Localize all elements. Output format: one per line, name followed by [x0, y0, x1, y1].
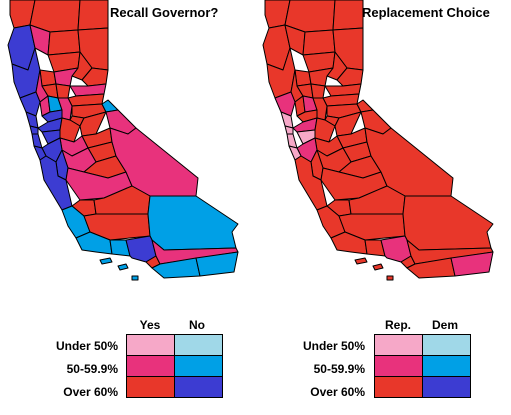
- island: [386, 275, 394, 281]
- swatch-yes-under50: [126, 334, 175, 356]
- swatch-rep-under50: [374, 334, 423, 356]
- county-san-mateo: [31, 133, 43, 149]
- legend-col-yes: Yes: [139, 318, 161, 332]
- county-los-angeles: [380, 235, 412, 263]
- county-modoc: [77, 0, 109, 31]
- legend-row-under50: Under 50%: [55, 339, 118, 353]
- replacement-map-title: Replacement Choice: [362, 5, 490, 20]
- county-san-bernardino: [402, 195, 494, 251]
- county-plumas: [71, 51, 93, 81]
- swatch-no-50-60: [174, 355, 223, 377]
- swatch-rep-over60: [374, 376, 423, 398]
- swatch-dem-over60: [422, 376, 471, 398]
- recall-map-title: Recall Governor?: [110, 5, 219, 20]
- legend-row-50-60: 50-59.9%: [66, 362, 118, 376]
- county-san-mateo: [286, 133, 298, 149]
- swatch-yes-over60: [126, 376, 175, 398]
- county-nevada: [324, 83, 362, 97]
- island: [372, 263, 384, 271]
- legend-col-no: No: [189, 318, 205, 332]
- county-shasta: [47, 29, 81, 56]
- recall-map: [7, 0, 239, 281]
- county-plumas: [326, 51, 348, 81]
- county-sf: [284, 125, 294, 135]
- island: [131, 275, 139, 281]
- county-modoc: [332, 0, 364, 31]
- county-sonoma: [19, 91, 41, 117]
- swatch-no-under50: [174, 334, 223, 356]
- county-butte: [308, 67, 334, 87]
- county-sf: [29, 125, 39, 135]
- swatch-no-over60: [174, 376, 223, 398]
- island: [354, 257, 368, 265]
- swatch-dem-50-60: [422, 355, 471, 377]
- county-imperial: [195, 251, 239, 277]
- legend-row-over60: Over 60%: [63, 385, 118, 399]
- swatch-yes-50-60: [126, 355, 175, 377]
- county-san-bernardino: [147, 195, 239, 251]
- legend-row-under50: Under 50%: [302, 339, 365, 353]
- island: [117, 263, 129, 271]
- county-los-angeles: [125, 235, 157, 263]
- legend-row-over60: Over 60%: [310, 385, 365, 399]
- island: [99, 257, 113, 265]
- county-calaveras: [79, 111, 107, 137]
- legend-col-rep: Rep.: [384, 318, 411, 332]
- county-shasta: [302, 29, 336, 56]
- legend-row-50-60: 50-59.9%: [313, 362, 365, 376]
- swatch-rep-50-60: [374, 355, 423, 377]
- replacement-map: [262, 0, 494, 281]
- county-sutter: [55, 83, 71, 99]
- county-sierra: [336, 67, 364, 87]
- county-sierra: [81, 67, 109, 87]
- legend-col-dem: Dem: [431, 318, 458, 332]
- county-butte: [53, 67, 79, 87]
- county-imperial: [450, 251, 494, 277]
- county-calaveras: [334, 111, 362, 137]
- county-sonoma: [274, 91, 296, 117]
- county-sutter: [310, 83, 326, 99]
- county-nevada: [69, 83, 107, 97]
- swatch-dem-under50: [422, 334, 471, 356]
